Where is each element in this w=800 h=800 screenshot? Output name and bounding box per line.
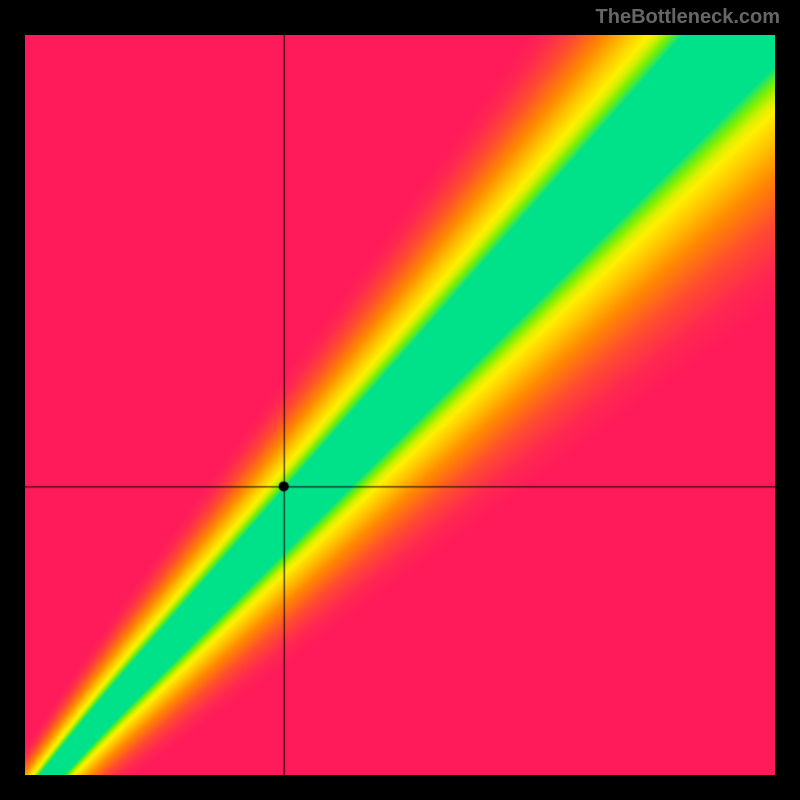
watermark-text: TheBottleneck.com (596, 6, 780, 29)
heatmap-plot (25, 35, 775, 775)
chart-container: TheBottleneck.com (0, 0, 800, 800)
